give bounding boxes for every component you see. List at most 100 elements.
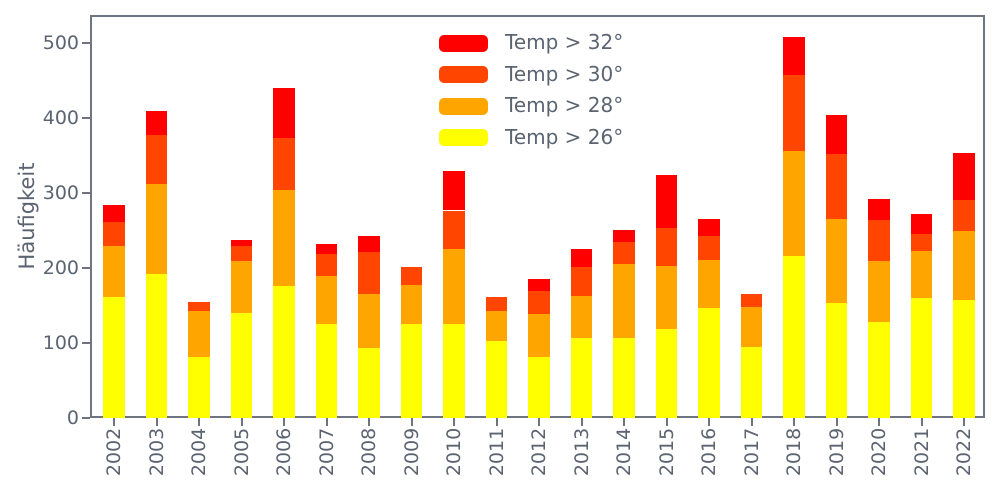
- bar-segment-2017: [740, 294, 763, 308]
- bar-segment-2002: [103, 204, 125, 222]
- bar-segment-2007: [315, 253, 338, 276]
- bar-segment-2008: [358, 294, 380, 349]
- bar-segment-2022: [953, 230, 975, 300]
- bar-segment-2015: [655, 228, 678, 266]
- x-tick-label: 2010: [443, 427, 465, 477]
- bar-segment-2021: [910, 233, 933, 251]
- x-tick-label: 2006: [273, 427, 295, 477]
- bar-segment-2004: [188, 356, 210, 418]
- bar-segment-2013: [570, 337, 593, 418]
- y-tick-mark: [82, 417, 90, 419]
- bar-segment-2014: [613, 264, 635, 338]
- bar-segment-2010: [443, 210, 465, 250]
- bar-segment-2013: [570, 248, 593, 268]
- y-tick-mark: [82, 342, 90, 345]
- bar-segment-2018: [783, 74, 805, 151]
- bar-segment-2016: [698, 307, 720, 418]
- bar-segment-2020: [868, 220, 890, 261]
- y-tick-mark: [82, 192, 90, 195]
- x-tick-mark: [410, 418, 413, 426]
- x-tick-label: 2007: [315, 427, 338, 477]
- bar-segment-2007: [315, 275, 338, 325]
- x-tick-label: 2013: [570, 427, 593, 477]
- x-tick-mark: [495, 418, 498, 426]
- bar-segment-2019: [825, 154, 848, 219]
- x-tick-mark: [920, 418, 923, 426]
- bar-segment-2013: [570, 267, 593, 296]
- bar-segment-2015: [655, 265, 678, 329]
- bar-segment-2012: [528, 357, 550, 418]
- x-tick-mark: [623, 418, 625, 426]
- legend-label: Temp > 32°: [505, 30, 624, 54]
- bar-segment-2010: [443, 324, 465, 418]
- legend-label: Temp > 26°: [505, 124, 624, 149]
- y-tick-mark: [82, 42, 90, 45]
- x-tick-label: 2020: [868, 427, 890, 477]
- x-tick-mark: [963, 418, 965, 426]
- bar-segment-2006: [273, 190, 295, 287]
- bar-segment-2008: [358, 252, 380, 295]
- x-tick-mark: [240, 418, 243, 426]
- x-tick-mark: [835, 418, 838, 426]
- bar-segment-2003: [145, 110, 168, 135]
- bar-segment-2005: [230, 260, 253, 314]
- y-tick-label: 400: [42, 107, 79, 130]
- bar-segment-2016: [698, 219, 720, 236]
- bar-segment-2017: [740, 346, 763, 418]
- bar-segment-2006: [273, 137, 295, 191]
- bar-segment-2003: [145, 274, 168, 418]
- x-tick-label: 2003: [145, 427, 168, 477]
- bar-segment-2017: [740, 307, 763, 347]
- x-tick-label: 2021: [910, 427, 933, 477]
- bar-segment-2006: [273, 286, 295, 418]
- x-tick-label: 2008: [358, 427, 380, 477]
- x-tick-mark: [198, 418, 200, 426]
- y-tick-label: 0: [66, 407, 79, 429]
- x-tick-label: 2005: [230, 427, 253, 477]
- bar-segment-2009: [400, 266, 423, 286]
- bar-segment-2020: [868, 199, 890, 221]
- bar-segment-2010: [443, 249, 465, 325]
- bar-segment-2018: [783, 256, 805, 418]
- x-tick-label: 2016: [698, 427, 720, 477]
- x-tick-mark: [750, 418, 753, 426]
- bar-segment-2018: [783, 37, 805, 75]
- y-tick-mark: [82, 117, 90, 120]
- bar-segment-2009: [400, 285, 423, 325]
- y-tick-label: 100: [42, 332, 79, 355]
- bar-segment-2004: [188, 310, 210, 357]
- x-tick-label: 2015: [655, 427, 678, 477]
- bar-segment-2012: [528, 278, 550, 292]
- bar-segment-2009: [400, 324, 423, 418]
- bar-segment-2004: [188, 301, 210, 311]
- legend-swatch: [439, 129, 488, 146]
- bar-segment-2007: [315, 244, 338, 254]
- bar-segment-2012: [528, 291, 550, 314]
- bar-segment-2011: [485, 310, 508, 341]
- y-tick-label: 300: [42, 182, 79, 205]
- bar-segment-2016: [698, 259, 720, 308]
- bar-segment-2008: [358, 348, 380, 418]
- bar-segment-2019: [825, 218, 848, 304]
- bar-segment-2007: [315, 324, 338, 418]
- bar-segment-2020: [868, 260, 890, 323]
- x-tick-mark: [453, 418, 455, 426]
- bar-segment-2015: [655, 174, 678, 229]
- x-tick-label: 2009: [400, 427, 423, 477]
- x-tick-mark: [155, 418, 158, 426]
- x-tick-label: 2014: [613, 427, 635, 477]
- y-tick-label: 200: [42, 257, 79, 280]
- x-tick-mark: [325, 418, 328, 426]
- x-tick-label: 2012: [528, 427, 550, 477]
- x-tick-mark: [665, 418, 668, 426]
- x-tick-label: 2004: [188, 427, 210, 477]
- bar-segment-2016: [698, 235, 720, 260]
- x-tick-label: 2022: [953, 427, 975, 477]
- bar-segment-2015: [655, 328, 678, 418]
- bar-segment-2011: [485, 340, 508, 418]
- bar-segment-2022: [953, 200, 975, 231]
- bar-segment-2013: [570, 295, 593, 338]
- x-tick-label: 2018: [783, 427, 805, 477]
- bar-segment-2010: [443, 170, 465, 211]
- bar-segment-2008: [358, 235, 380, 253]
